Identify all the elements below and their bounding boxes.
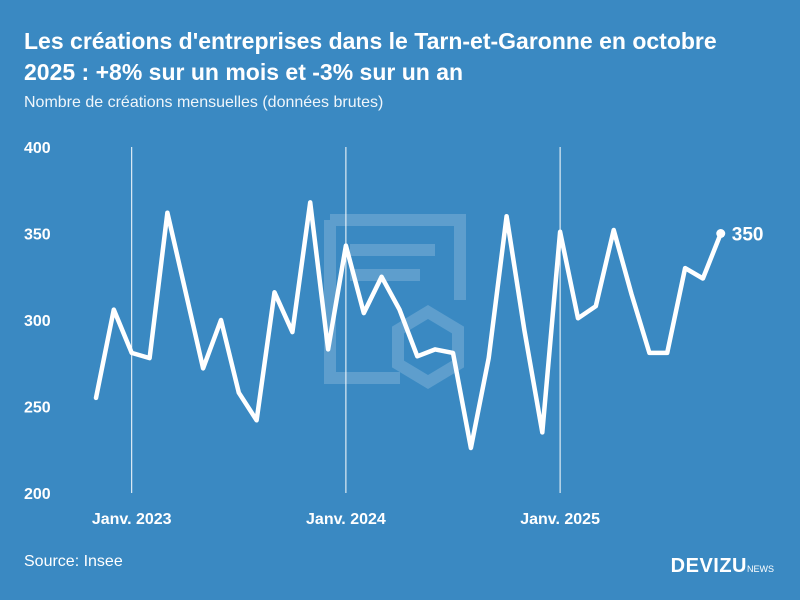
- y-tick-label: 300: [24, 313, 51, 330]
- data-point: [716, 229, 726, 238]
- series-line: [93, 200, 724, 451]
- chart-subtitle: Nombre de créations mensuelles (données …: [24, 94, 384, 111]
- x-tick-label: Janv. 2025: [520, 511, 600, 528]
- source-note: Source: Insee: [24, 553, 123, 570]
- chart-title: Les créations d'entreprises dans le Tarn…: [24, 28, 717, 85]
- y-tick-label: 400: [24, 140, 51, 157]
- x-tick-label: Janv. 2023: [92, 511, 172, 528]
- y-tick-label: 250: [24, 400, 51, 417]
- watermark-logo: [324, 214, 466, 389]
- brand-suffix: NEWS: [747, 564, 774, 574]
- brand-name: DEVIZU: [670, 555, 747, 577]
- x-tick-label: Janv. 2024: [306, 511, 386, 528]
- last-value-label: 350: [732, 225, 764, 246]
- brand-logo: DEVIZUNEWS: [671, 555, 774, 578]
- y-tick-label: 200: [24, 486, 51, 503]
- y-tick-label: 350: [24, 227, 51, 244]
